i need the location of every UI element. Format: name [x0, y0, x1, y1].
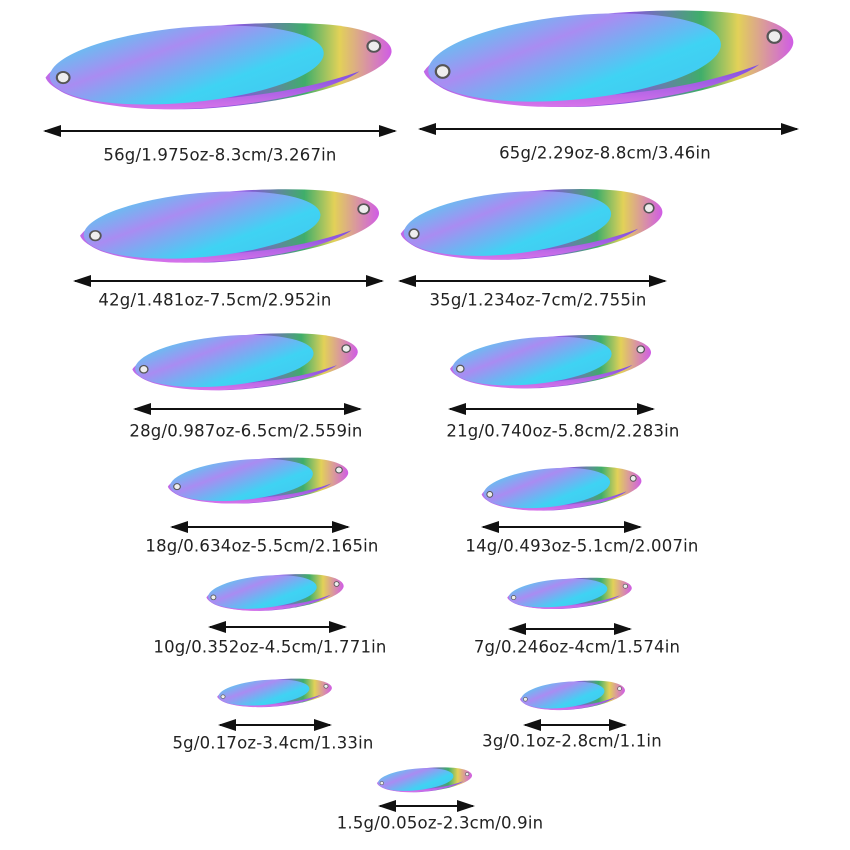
- spoon-lure-image: [448, 332, 653, 390]
- spoon-lure-image: [398, 185, 665, 262]
- spoon-lure-image: [480, 464, 643, 512]
- size-label: 14g/0.493oz-5.1cm/2.007in: [465, 536, 699, 556]
- length-dimension-arrow: [73, 275, 384, 287]
- length-dimension-arrow: [43, 125, 397, 137]
- length-dimension-arrow: [218, 719, 332, 731]
- size-label: 21g/0.740oz-5.8cm/2.283in: [446, 421, 680, 441]
- length-dimension-arrow: [448, 403, 655, 415]
- size-label: 28g/0.987oz-6.5cm/2.559in: [129, 421, 363, 441]
- size-label: 5g/0.17oz-3.4cm/1.33in: [172, 733, 374, 753]
- size-label: 56g/1.975oz-8.3cm/3.267in: [103, 145, 337, 165]
- size-label: 42g/1.481oz-7.5cm/2.952in: [98, 290, 332, 310]
- size-label: 35g/1.234oz-7cm/2.755in: [429, 290, 647, 310]
- size-label: 7g/0.246oz-4cm/1.574in: [473, 637, 681, 657]
- spoon-lure-image: [42, 18, 395, 112]
- spoon-lure-image: [376, 766, 473, 793]
- size-label: 3g/0.1oz-2.8cm/1.1in: [482, 731, 662, 751]
- length-dimension-arrow: [481, 521, 642, 533]
- length-dimension-arrow: [508, 623, 632, 635]
- spoon-lure-image: [216, 677, 333, 708]
- length-dimension-arrow: [378, 800, 475, 812]
- spoon-lure-image: [506, 576, 633, 610]
- length-dimension-arrow: [418, 123, 799, 135]
- spoon-lure-image: [166, 455, 350, 505]
- size-label: 65g/2.29oz-8.8cm/3.46in: [499, 143, 711, 163]
- length-dimension-arrow: [398, 275, 667, 287]
- length-dimension-arrow: [133, 403, 362, 415]
- spoon-lure-image: [130, 330, 360, 392]
- spoon-lure-image: [205, 572, 345, 612]
- length-dimension-arrow: [523, 719, 627, 731]
- length-dimension-arrow: [170, 521, 350, 533]
- size-label: 10g/0.352oz-4.5cm/1.771in: [153, 637, 387, 657]
- length-dimension-arrow: [208, 621, 347, 633]
- size-label: 18g/0.634oz-5.5cm/2.165in: [145, 536, 379, 556]
- spoon-lure-image: [77, 185, 382, 265]
- spoon-lure-image: [420, 5, 797, 110]
- size-label: 1.5g/0.05oz-2.3cm/0.9in: [336, 813, 544, 833]
- spoon-lure-image: [519, 679, 626, 711]
